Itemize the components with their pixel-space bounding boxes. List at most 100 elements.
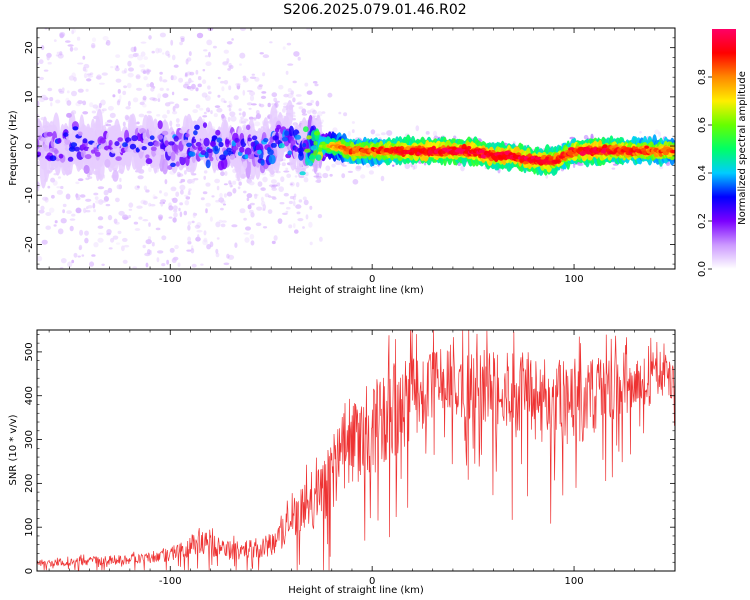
heatmap-cell xyxy=(73,76,76,82)
heatmap-cell xyxy=(161,130,169,136)
heatmap-cell xyxy=(332,127,338,133)
heatmap-cell xyxy=(304,148,311,153)
heatmap-cell xyxy=(268,154,276,165)
heatmap-cell xyxy=(214,105,221,108)
heatmap-cell xyxy=(187,221,192,226)
heatmap-cell xyxy=(216,185,220,191)
heatmap-cell xyxy=(302,196,307,201)
colorbar-label: Normalized spectral amplitude xyxy=(737,71,748,225)
snr-y-tick-label: 100 xyxy=(24,518,35,537)
heatmap-cell xyxy=(195,104,201,109)
heatmap-cell xyxy=(205,182,211,187)
heatmap-cell xyxy=(173,256,179,261)
figure-title: S206.2025.079.01.46.R02 xyxy=(283,2,467,18)
heatmap-cell xyxy=(234,137,240,144)
heatmap-cell xyxy=(314,83,319,87)
heatmap-cell xyxy=(122,259,128,264)
heatmap-cell xyxy=(259,52,264,55)
heatmap-cell xyxy=(491,155,498,160)
heatmap-cell xyxy=(553,159,561,163)
heatmap-cell xyxy=(671,149,675,154)
spectrogram-x-label: Height of straight line (km) xyxy=(288,285,424,296)
heatmap-cell xyxy=(159,76,163,82)
heatmap-cell xyxy=(306,28,311,31)
heatmap-cell xyxy=(82,55,86,60)
heatmap-cell xyxy=(375,133,381,137)
heatmap-cell xyxy=(207,85,211,90)
heatmap-cell xyxy=(231,224,238,228)
heatmap-cell xyxy=(83,73,88,79)
heatmap-cell xyxy=(83,63,90,69)
heatmap-cell xyxy=(121,70,127,74)
heatmap-cell xyxy=(96,74,102,80)
heatmap-cell xyxy=(145,189,150,193)
heatmap-cell xyxy=(304,82,309,87)
heatmap-cell xyxy=(229,182,233,188)
heatmap-cell xyxy=(149,135,155,140)
heatmap-cell xyxy=(206,148,213,154)
heatmap-cell xyxy=(294,146,299,152)
heatmap-cell xyxy=(87,147,92,154)
heatmap-cell xyxy=(147,249,151,255)
heatmap-cell xyxy=(202,69,206,72)
heatmap-cell xyxy=(202,239,208,246)
snr-x-tick-label: 0 xyxy=(369,576,375,587)
heatmap-cell xyxy=(196,229,203,233)
heatmap-cell xyxy=(49,155,57,162)
snr-panel: -100 0 100 0 100 200 300 400 500 Height of stra… xyxy=(8,329,676,596)
heatmap-cell xyxy=(168,216,173,219)
heatmap-cell xyxy=(73,47,79,51)
heatmap-cell xyxy=(187,192,192,196)
heatmap-cell xyxy=(315,154,322,161)
heatmap-cell xyxy=(239,146,245,153)
heatmap-cell xyxy=(240,118,244,124)
heatmap-cell xyxy=(119,177,122,183)
heatmap-cell xyxy=(306,90,313,95)
heatmap-cell xyxy=(84,230,89,236)
heatmap-cell xyxy=(548,157,553,161)
heatmap-cell xyxy=(415,125,420,132)
heatmap-cell xyxy=(283,105,286,109)
heatmap-cell xyxy=(124,68,128,74)
heatmap-cell xyxy=(110,66,114,69)
heatmap-cell xyxy=(270,196,276,199)
heatmap-cell xyxy=(102,108,107,112)
heatmap-cell xyxy=(160,201,164,207)
heatmap-cell xyxy=(269,41,273,44)
heatmap-cell xyxy=(246,193,253,199)
heatmap-cell xyxy=(203,111,207,115)
heatmap-cell xyxy=(215,129,221,136)
heatmap-cell xyxy=(231,38,234,41)
heatmap-cell xyxy=(302,226,305,229)
heatmap-cell xyxy=(225,138,230,145)
heatmap-cell xyxy=(178,207,181,212)
heatmap-cell xyxy=(211,135,218,140)
heatmap-cell xyxy=(222,203,227,206)
heatmap-cell xyxy=(239,52,246,59)
heatmap-cell xyxy=(285,210,289,214)
heatmap-cell xyxy=(49,207,55,213)
heatmap-cell xyxy=(197,83,202,88)
heatmap-cell xyxy=(639,131,642,134)
heatmap-cell xyxy=(50,177,56,183)
heatmap-cell xyxy=(89,102,94,108)
snr-y-tick-label: 400 xyxy=(24,386,35,405)
heatmap-cell xyxy=(256,206,263,211)
heatmap-cell xyxy=(232,188,237,194)
spectrogram-x-axis: -100 0 100 xyxy=(48,28,676,285)
heatmap-cell xyxy=(37,138,40,148)
heatmap-cell xyxy=(290,183,293,186)
heatmap-cell xyxy=(104,159,111,168)
heatmap-cell xyxy=(223,262,230,266)
heatmap-cell xyxy=(157,134,164,140)
heatmap-cell xyxy=(255,113,262,120)
heatmap-cell xyxy=(343,112,348,117)
heatmap-cell xyxy=(534,156,541,161)
heatmap-cell xyxy=(460,165,465,172)
heatmap-cell xyxy=(59,31,66,38)
heatmap-cell xyxy=(299,171,306,176)
heatmap-cell xyxy=(93,242,99,248)
spectrogram-y-tick-label: 0 xyxy=(24,143,35,149)
heatmap-cell xyxy=(84,237,89,244)
heatmap-cell xyxy=(305,214,309,220)
